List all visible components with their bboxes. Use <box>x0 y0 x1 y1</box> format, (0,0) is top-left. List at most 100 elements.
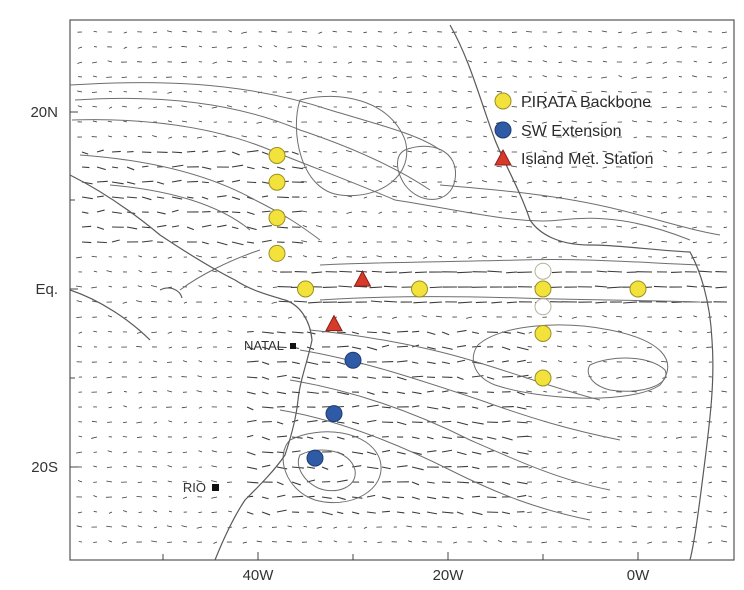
vector-arrow <box>411 375 424 378</box>
vector-arrow <box>526 210 533 213</box>
vector-arrow <box>467 46 473 49</box>
vector-arrow <box>572 210 578 213</box>
vector-arrow <box>287 76 293 79</box>
vector-arrow <box>441 436 452 440</box>
sw-extension-buoy <box>344 351 362 369</box>
vector-arrow <box>677 135 683 138</box>
vector-arrow <box>421 315 428 318</box>
vector-arrow <box>486 496 497 499</box>
vector-arrow <box>587 255 593 258</box>
legend-backbone-symbol <box>494 92 512 110</box>
vector-arrow <box>226 451 233 454</box>
vector-arrow <box>573 196 578 199</box>
vector-arrow <box>633 46 638 49</box>
vector-arrow <box>383 285 398 288</box>
vector-arrow <box>501 511 511 515</box>
rio-marker <box>212 484 219 491</box>
vector-arrow <box>542 150 548 153</box>
vector-arrow <box>571 406 578 408</box>
vector-arrow <box>213 135 218 138</box>
vector-arrow <box>676 181 683 184</box>
vector-arrow <box>93 330 98 333</box>
vector-arrow <box>301 30 308 33</box>
vector-arrow <box>587 76 593 78</box>
vector-arrow <box>77 61 83 64</box>
vector-arrow <box>483 526 488 528</box>
vector-arrow <box>167 256 173 259</box>
vector-arrow <box>526 120 533 123</box>
vector-arrow <box>483 226 488 229</box>
vector-arrow <box>246 376 258 379</box>
vector-arrow <box>261 166 270 170</box>
vector-arrow <box>186 150 196 153</box>
vector-arrow <box>256 121 263 124</box>
vector-arrow <box>466 181 473 184</box>
pirata-backbone-buoy <box>534 369 552 387</box>
vector-arrow <box>198 360 203 363</box>
vector-arrow <box>293 300 308 303</box>
vector-arrow <box>246 451 256 456</box>
vector-arrow <box>691 346 698 349</box>
vector-arrow <box>201 241 209 245</box>
vector-arrow <box>198 120 203 123</box>
vector-arrow <box>511 165 518 168</box>
vector-arrow <box>686 285 698 288</box>
vector-arrow <box>246 166 255 170</box>
vector-arrow <box>453 256 458 259</box>
vector-arrow <box>196 30 203 33</box>
vector-arrow <box>153 360 158 363</box>
vector-arrow <box>137 135 143 138</box>
vector-arrow <box>241 60 248 63</box>
vector-arrow <box>167 331 173 334</box>
x-tick-0w: 0W <box>627 567 650 584</box>
vector-arrow <box>467 60 473 63</box>
vector-arrow <box>601 135 608 138</box>
vector-arrow <box>692 135 698 138</box>
vector-arrow <box>516 435 529 438</box>
vector-arrow <box>662 225 668 228</box>
vector-arrow <box>497 525 503 528</box>
vector-arrow <box>171 179 182 183</box>
x-tick-40w: 40W <box>243 567 275 584</box>
vector-arrow <box>721 46 728 49</box>
vector-arrow <box>497 255 503 258</box>
vector-arrow <box>182 451 188 454</box>
vector-arrow <box>662 195 668 198</box>
vector-arrow <box>691 166 698 169</box>
vector-arrow <box>511 211 518 214</box>
vector-arrow <box>276 451 285 454</box>
vector-arrow <box>276 421 284 425</box>
vector-arrow <box>513 525 518 528</box>
vector-arrow <box>306 436 314 440</box>
vector-arrow <box>441 331 450 336</box>
vector-arrow <box>366 391 375 395</box>
vector-arrow <box>411 496 420 500</box>
vector-arrow <box>108 361 113 364</box>
vector-arrow <box>633 136 638 139</box>
vector-arrow <box>137 481 143 484</box>
vector-arrow <box>723 315 728 318</box>
vector-arrow <box>211 450 218 453</box>
vector-arrow <box>471 375 484 378</box>
vector-arrow <box>384 300 398 303</box>
vector-arrow <box>213 421 218 424</box>
vector-arrow <box>212 390 218 393</box>
vector-arrow <box>302 91 308 94</box>
vector-arrow <box>471 511 483 516</box>
vector-arrow <box>475 301 488 304</box>
vector-arrow <box>77 480 83 483</box>
vector-arrow <box>393 256 398 258</box>
vector-arrow <box>601 541 608 544</box>
vector-arrow <box>333 540 338 543</box>
vector-arrow <box>216 150 226 153</box>
vector-arrow <box>486 360 495 363</box>
vector-arrow <box>91 300 98 303</box>
vector-arrow <box>93 270 98 273</box>
vector-arrow <box>426 450 437 453</box>
vector-arrow <box>321 511 333 516</box>
vector-arrow <box>483 210 488 213</box>
vector-arrow <box>186 196 194 199</box>
vector-arrow <box>543 391 548 393</box>
vector-arrow <box>693 315 698 318</box>
vector-arrow <box>396 330 409 333</box>
